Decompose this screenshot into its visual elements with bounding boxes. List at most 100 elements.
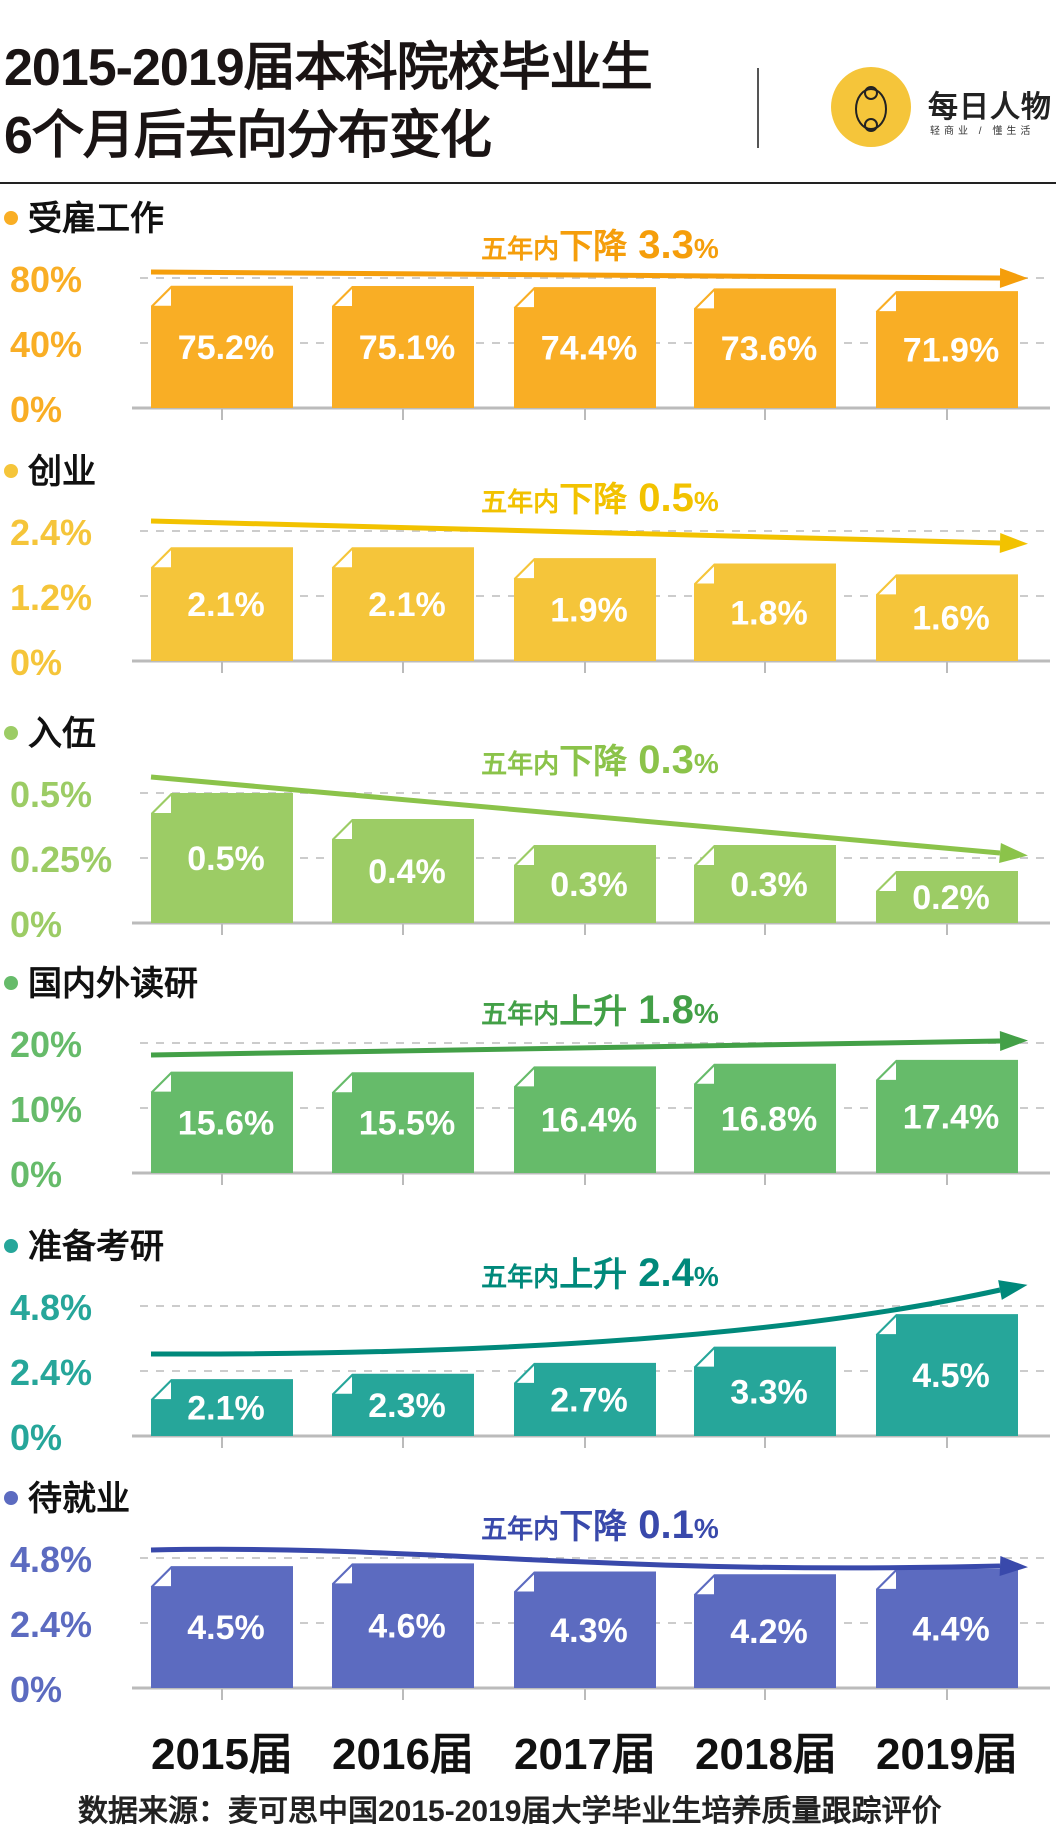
bar xyxy=(332,285,474,408)
legend-dot xyxy=(4,976,18,990)
bar xyxy=(151,1379,293,1436)
bar-value-label: 73.6% xyxy=(721,330,817,368)
bar-fold-corner xyxy=(517,290,534,308)
trend-label: 五年内下降 0.3% xyxy=(481,738,719,782)
bar-value-label: 2.3% xyxy=(368,1387,446,1425)
y-tick-label: 2.4% xyxy=(10,1604,92,1645)
bar-fold-corner xyxy=(335,1075,352,1093)
y-tick-label: 0% xyxy=(10,904,62,945)
trend-arrowhead xyxy=(999,1031,1028,1051)
bar-value-label: 4.2% xyxy=(730,1613,808,1651)
bar-fold-corner xyxy=(335,1566,352,1584)
bar-value-label: 4.6% xyxy=(368,1608,446,1646)
y-tick-label: 80% xyxy=(10,259,82,300)
bar xyxy=(514,287,656,408)
trend-arrow xyxy=(150,1546,1001,1571)
trend-arrow xyxy=(150,269,1001,281)
trend-arrow xyxy=(150,1038,1001,1058)
y-tick-label: 4.8% xyxy=(10,1539,92,1580)
y-tick-label: 0% xyxy=(10,1417,62,1458)
y-tick-label: 0% xyxy=(10,389,62,430)
bar-fold-corner xyxy=(697,1577,714,1595)
panel-title: 国内外读研 xyxy=(28,965,198,1003)
bar-fold-corner xyxy=(335,288,352,306)
bar xyxy=(694,1063,836,1173)
y-tick-label: 4.8% xyxy=(10,1287,92,1328)
bar xyxy=(694,845,836,923)
bar-fold-corner xyxy=(517,848,534,865)
bar-fold-corner xyxy=(697,1349,714,1367)
panel-title: 待就业 xyxy=(28,1480,130,1518)
bar xyxy=(876,1059,1018,1173)
y-tick-label: 2.4% xyxy=(10,1352,92,1393)
x-tick-label: 2015届 xyxy=(151,1730,293,1779)
legend-dot xyxy=(4,211,18,225)
panel-title: 入伍 xyxy=(28,715,96,753)
bar xyxy=(151,547,293,661)
bar-fold-corner xyxy=(154,796,171,813)
logo-name: 每日人物 xyxy=(928,91,1052,124)
bar-fold-corner xyxy=(154,550,171,568)
bar-value-label: 2.1% xyxy=(187,586,265,624)
bar-value-label: 16.8% xyxy=(721,1100,817,1138)
trend-arrowhead xyxy=(999,268,1028,288)
bar-value-label: 17.4% xyxy=(903,1098,999,1136)
trend-arrowhead xyxy=(999,1556,1028,1576)
bar-value-label: 4.5% xyxy=(912,1357,990,1395)
header-rule xyxy=(0,182,1056,184)
bar-fold-corner xyxy=(335,550,352,568)
trend-arrow xyxy=(150,1287,1001,1357)
bar xyxy=(514,1362,656,1436)
bar-value-label: 1.6% xyxy=(912,600,990,638)
bar xyxy=(876,574,1018,661)
bar-fold-corner xyxy=(879,1571,896,1589)
panel-title: 受雇工作 xyxy=(28,199,164,238)
bar xyxy=(694,288,836,408)
bar-fold-corner xyxy=(154,288,171,306)
trend-label: 五年内下降 0.1% xyxy=(481,1503,719,1547)
bar-fold-corner xyxy=(697,1066,714,1084)
y-tick-label: 0% xyxy=(10,1669,62,1710)
bar xyxy=(332,819,474,923)
bar xyxy=(151,1071,293,1173)
legend-dot xyxy=(4,726,18,740)
bar-value-label: 3.3% xyxy=(730,1373,808,1411)
bar xyxy=(514,1066,656,1173)
logo-slogan: 轻商业 / 懂生活 xyxy=(930,126,1035,137)
y-tick-label: 1.2% xyxy=(10,577,92,618)
trend-arrowhead xyxy=(999,843,1028,863)
bar xyxy=(151,793,293,923)
bar-value-label: 4.3% xyxy=(550,1612,628,1650)
y-tick-label: 20% xyxy=(10,1024,82,1065)
bar-fold-corner xyxy=(154,1382,171,1400)
bar-value-label: 1.8% xyxy=(730,594,808,632)
bar xyxy=(332,547,474,661)
bar-value-label: 0.5% xyxy=(187,840,265,878)
y-tick-label: 0% xyxy=(10,1154,62,1195)
bar xyxy=(151,285,293,408)
bar-value-label: 1.9% xyxy=(550,592,628,630)
bar-value-label: 16.4% xyxy=(541,1102,637,1140)
title-line-2: 6个月后去向分布变化 xyxy=(4,107,492,165)
x-tick-label: 2016届 xyxy=(332,1730,474,1779)
y-tick-label: 0.5% xyxy=(10,774,92,815)
bar-fold-corner xyxy=(335,1376,352,1394)
bar-fold-corner xyxy=(335,822,352,839)
title-line-1: 2015-2019届本科院校毕业生 xyxy=(4,39,653,97)
bar xyxy=(876,1314,1018,1436)
bar-fold-corner xyxy=(879,294,896,312)
bar-value-label: 15.5% xyxy=(359,1105,455,1143)
bar xyxy=(876,291,1018,408)
bar-value-label: 2.1% xyxy=(187,1390,265,1428)
x-tick-label: 2017届 xyxy=(514,1730,656,1779)
bar xyxy=(514,1571,656,1688)
trend-arrowhead xyxy=(999,533,1028,553)
bar xyxy=(514,845,656,923)
bar xyxy=(332,1072,474,1173)
source-note: 数据来源：麦可思中国2015-2019届大学毕业生培养质量跟踪评价 xyxy=(78,1795,942,1828)
legend-dot xyxy=(4,464,18,478)
bar xyxy=(694,1346,836,1436)
bar-fold-corner xyxy=(697,566,714,584)
trend-arrowhead xyxy=(998,1280,1028,1300)
bar-fold-corner xyxy=(517,1069,534,1087)
